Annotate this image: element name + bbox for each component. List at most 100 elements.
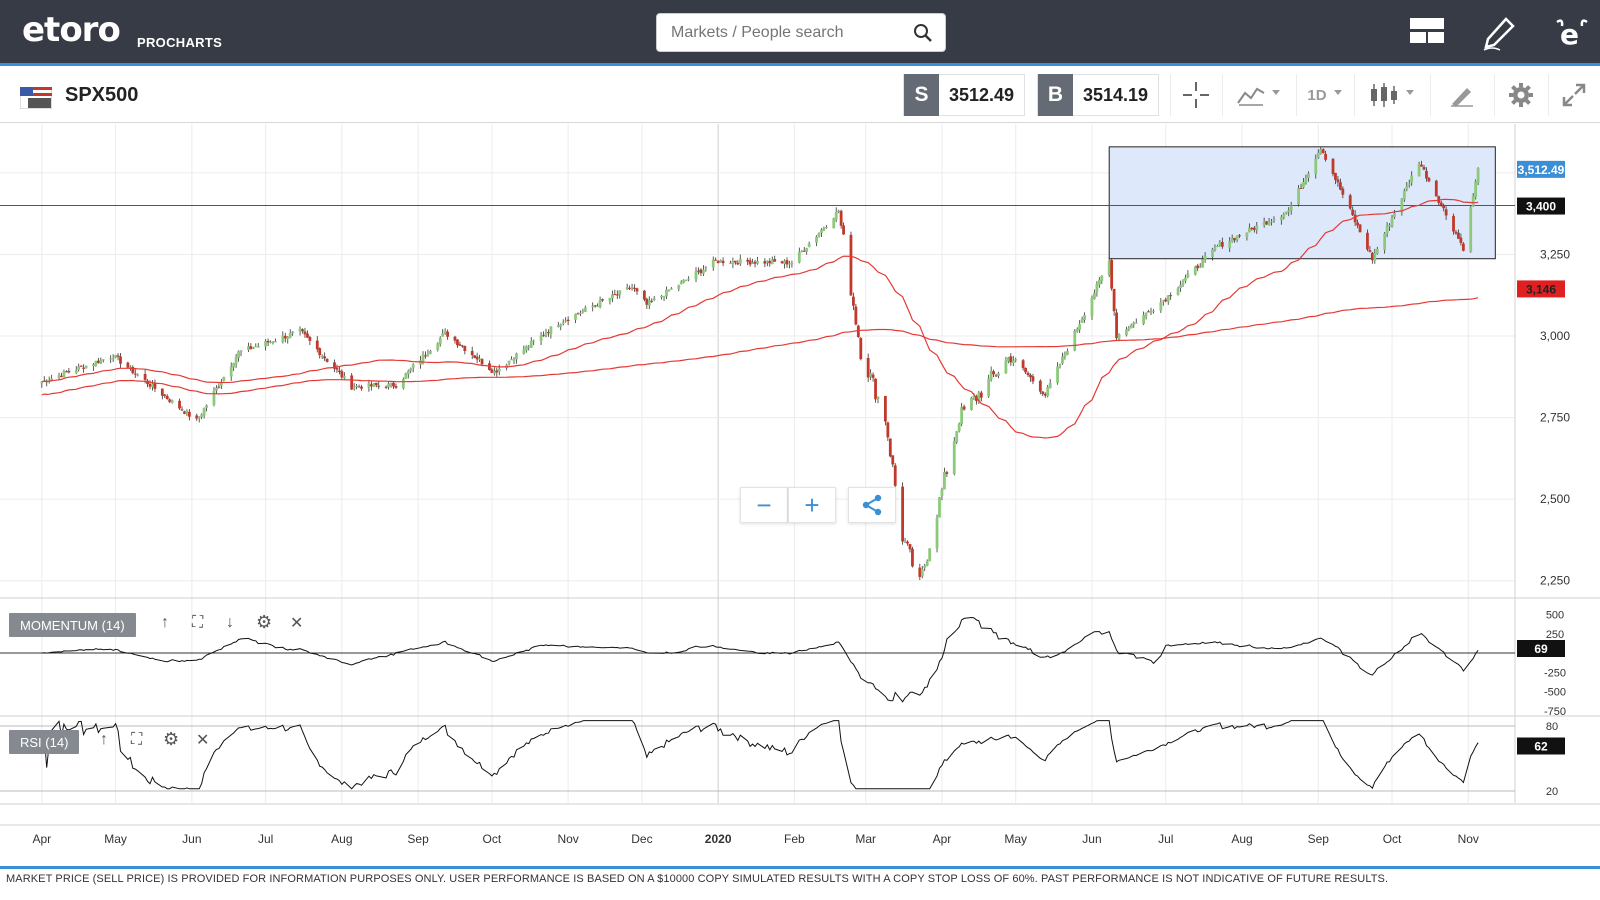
search-input[interactable] [657,14,897,51]
candle-body [1351,209,1355,216]
maximize-icon[interactable]: ⛶ [192,614,204,631]
rsi-close-icon[interactable]: ✕ [196,732,210,749]
crosshair-button[interactable] [1170,74,1220,116]
svg-text:e: e [1560,18,1579,50]
candle-body [323,356,327,359]
candle-body [1046,387,1050,397]
candle-body [478,358,481,360]
candle-body [291,331,295,334]
candle-body [1319,149,1323,154]
candle-body [492,371,496,374]
candle-body [77,366,81,370]
candle-body [153,382,157,389]
candle-body [286,336,290,340]
candle-body [79,365,83,367]
timeframe-dropdown[interactable]: 1D [1296,74,1352,116]
candle-body [1336,179,1340,183]
search-icon[interactable] [913,23,933,43]
zoom-in-button[interactable]: + [788,487,836,523]
x-tick-label: Nov [557,832,578,846]
candle-body [1166,295,1170,302]
buy-price-button[interactable]: B 3514.19 [1037,74,1160,116]
candle-body [977,392,981,402]
candle-body [647,300,651,306]
candle-body [409,368,413,371]
candle-body [1250,228,1254,230]
momentum-settings-icon[interactable]: ⚙ [256,612,273,632]
momentum-close-icon[interactable]: ✕ [290,615,304,632]
sell-label: S [904,74,939,116]
rsi-line [41,720,1479,790]
rsi-move-up-icon[interactable]: ↑ [100,731,108,748]
etoro-logo[interactable]: etoro [22,10,121,50]
fullscreen-button[interactable] [1548,74,1598,116]
candle-body [945,472,949,474]
ma200-line [41,297,1479,396]
candle-body [1186,273,1190,277]
rsi-maximize-icon[interactable]: ⛶ [131,731,143,748]
price-chart[interactable]: Apr May Jun Jul Aug Sep Oct Nov Dec 2020 Feb Mar Apr… [0,124,1600,866]
momentum-indicator-label[interactable]: MOMENTUM (14) [9,613,136,637]
candle-body [650,300,654,302]
indicators-button[interactable] [1222,74,1294,116]
candle-body [716,261,720,264]
candle-body [1058,364,1062,366]
top-bar: etoro PROCHARTS e [0,0,1600,66]
chart-type-dropdown[interactable] [1354,74,1428,116]
momentum-line [41,616,1479,703]
candle-body [1134,322,1138,324]
search-box[interactable] [656,13,946,52]
candle-body [148,383,152,387]
candle-body [871,374,875,378]
share-button[interactable] [848,487,896,523]
candle-body [512,359,516,361]
candle-body [1021,360,1025,369]
settings-button[interactable] [1494,74,1546,116]
candle-body [736,262,740,265]
candle-body [1279,216,1283,221]
rsi-indicator-label[interactable]: RSI (14) [9,730,80,754]
candle-body [131,367,135,374]
etoro-e-icon[interactable]: e [1555,16,1589,50]
x-tick-label: May [104,832,127,846]
candle-body [1390,217,1394,227]
candle-body [1452,215,1455,232]
zoom-out-button[interactable]: − [740,487,788,523]
drawing-icon [1450,88,1473,107]
candle-body [997,373,1000,376]
candle-body [888,438,892,457]
candle-body [1107,260,1111,275]
move-up-icon[interactable]: ↑ [161,614,169,631]
x-tick-label: May [1004,832,1027,846]
candle-body [114,354,117,358]
candle-body [333,362,336,369]
indicators-icon [1237,87,1265,106]
drawing-tools-button[interactable] [1430,74,1492,116]
candle-body [1169,295,1173,297]
candle-body [424,355,427,357]
candle-body [335,368,339,370]
x-tick-label: Dec [631,832,652,846]
candle-body [1267,221,1271,226]
candle-body [1461,243,1465,251]
sell-price-button[interactable]: S 3512.49 [903,74,1026,116]
pencil-icon[interactable] [1482,16,1516,52]
x-tick-label: Jun [1082,832,1101,846]
candle-body [374,382,378,386]
candle-body [866,357,870,378]
candle-body [1471,196,1475,207]
candle-body [1048,382,1052,389]
y-axis: 3,250 3,000 2,750 2,500 2,250 3,512.49 3,400 3,… [1517,160,1570,798]
layout-icon[interactable] [1410,16,1444,46]
candle-body [527,346,531,348]
candle-body [202,408,206,416]
candle-body [404,373,408,379]
rsi-settings-icon[interactable]: ⚙ [163,729,180,749]
candle-body [350,375,354,390]
candle-body [893,465,897,486]
move-down-icon[interactable]: ↓ [226,614,234,631]
instrument-symbol: SPX500 [65,84,139,106]
candle-body [807,243,811,248]
candle-body [701,269,705,274]
x-tick-label: Sep [407,832,429,846]
